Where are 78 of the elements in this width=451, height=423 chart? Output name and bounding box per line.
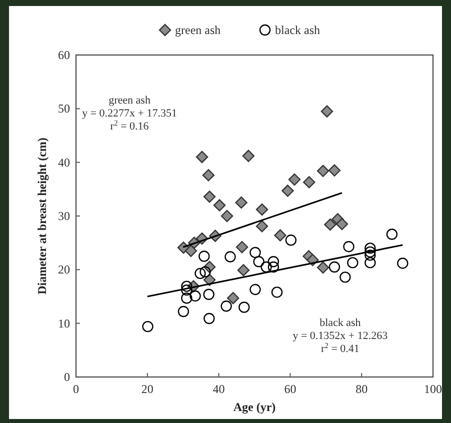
point <box>181 284 192 296</box>
point <box>194 268 206 280</box>
x-tick-label: 40 <box>212 382 225 396</box>
point <box>181 280 192 292</box>
x-axis-title: Age (yr) <box>233 400 276 414</box>
point <box>213 199 226 212</box>
point <box>250 284 261 296</box>
annotation: y = 0.2277x + 17.351 <box>82 107 178 120</box>
point <box>271 286 283 298</box>
point <box>181 292 192 304</box>
point <box>200 266 211 278</box>
point <box>328 261 340 273</box>
point <box>220 300 232 312</box>
x-tick-label: 20 <box>141 382 154 396</box>
point <box>316 261 330 274</box>
point <box>190 290 201 302</box>
point <box>336 218 348 230</box>
point <box>282 184 294 197</box>
point <box>364 242 376 254</box>
point <box>250 246 261 258</box>
point <box>204 312 215 324</box>
point <box>256 220 268 232</box>
point <box>320 105 334 118</box>
point <box>347 257 358 268</box>
point <box>178 306 190 318</box>
point <box>203 190 216 203</box>
point <box>224 251 236 262</box>
point <box>324 218 336 231</box>
legend-label: black ash <box>275 23 320 37</box>
point <box>203 288 214 300</box>
point <box>238 302 250 313</box>
x-tick-label: 80 <box>356 382 368 396</box>
annotation: green ash <box>108 94 151 106</box>
point <box>364 250 376 261</box>
point <box>343 240 354 252</box>
annotation: r$^{2}$ = 0.16 <box>110 118 150 132</box>
y-tick-label: 20 <box>58 262 70 277</box>
y-axis-title: Diameter at breast height (cm) <box>35 138 49 294</box>
point <box>226 292 240 304</box>
point <box>288 173 301 186</box>
point <box>397 258 408 269</box>
point <box>328 164 341 176</box>
point <box>220 210 234 222</box>
point <box>274 229 286 242</box>
annotation: black ash <box>320 317 362 330</box>
point <box>242 150 255 162</box>
point <box>237 264 250 276</box>
point <box>260 261 272 273</box>
point <box>268 256 280 268</box>
point <box>235 196 248 209</box>
y-tick-label: 40 <box>58 155 70 170</box>
point <box>364 246 376 258</box>
point <box>142 320 154 332</box>
x-tick-label: 100 <box>424 382 442 396</box>
point <box>268 261 280 273</box>
point <box>316 164 330 178</box>
point <box>340 272 351 283</box>
y-tick-label: 60 <box>58 48 70 62</box>
y-tick-label: 0 <box>64 370 70 384</box>
point <box>285 234 297 246</box>
x-tick-label: 60 <box>284 382 296 396</box>
point <box>196 150 208 164</box>
point <box>256 203 268 216</box>
point <box>184 244 198 257</box>
point <box>198 250 210 262</box>
point <box>386 228 398 240</box>
point <box>253 256 264 268</box>
y-tick-label: 10 <box>58 316 70 330</box>
legend-label: green ash <box>175 23 221 37</box>
y-tick-label: 50 <box>58 102 70 116</box>
point <box>202 169 215 182</box>
point <box>303 176 316 188</box>
point <box>236 241 248 254</box>
annotation: r$^{2}$ = 0.41 <box>320 340 360 356</box>
y-tick-label: 30 <box>58 209 70 223</box>
annotation: y = 0.1352x + 12.263 <box>292 330 388 342</box>
x-tick-label: 0 <box>73 382 79 396</box>
point <box>364 257 376 268</box>
